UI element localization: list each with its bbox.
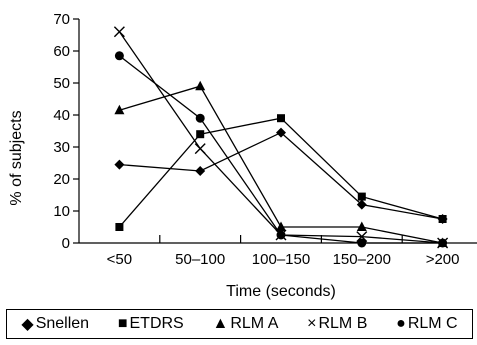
legend-item-etdrs: ■ ETDRS xyxy=(118,315,184,333)
axes: 0 10 20 30 40 50 60 70 <50 50–100 100–150 150–200 >2… xyxy=(53,11,477,268)
x-tick-label: 100–150 xyxy=(252,251,310,268)
data-point-rlm-c-4 xyxy=(438,238,448,248)
legend-item-snellen: ◆ Snellen xyxy=(21,314,89,334)
data-point-etdrs-1 xyxy=(196,130,205,139)
legend: ◆ Snellen ■ ETDRS ▲ RLM A × RLM B ● RLM C xyxy=(6,309,473,339)
legend-item-rlm-b: × RLM B xyxy=(307,315,367,333)
data-point-etdrs-4 xyxy=(438,215,447,223)
data-point-rlm-c-2 xyxy=(276,230,286,240)
diamond-marker-icon: ◆ xyxy=(21,316,34,333)
x-axis-label: Time (seconds) xyxy=(226,283,336,300)
y-tick-label: 20 xyxy=(53,171,70,188)
legend-item-rlm-a: ▲ RLM A xyxy=(213,315,279,333)
data-point-rlm-b-0 xyxy=(113,26,125,38)
data-point-rlm-c-0 xyxy=(114,51,124,61)
series-line-rlm-a xyxy=(119,85,443,244)
data-point-rlm-a-3 xyxy=(356,221,367,231)
series-markers xyxy=(113,26,449,249)
square-marker-icon: ■ xyxy=(117,315,128,332)
legend-label: ETDRS xyxy=(129,315,184,332)
legend-label: RLM C xyxy=(407,315,458,332)
data-point-rlm-b-1 xyxy=(194,143,206,155)
y-tick-label: 60 xyxy=(53,43,70,60)
data-point-rlm-a-0 xyxy=(114,104,125,115)
x-tick-label: <50 xyxy=(107,251,132,268)
x-marker-icon: × xyxy=(307,315,317,332)
y-tick-label: 50 xyxy=(53,75,70,92)
data-point-snellen-3 xyxy=(356,199,367,210)
data-point-rlm-a-1 xyxy=(195,80,206,91)
triangle-marker-icon: ▲ xyxy=(212,315,229,332)
data-point-rlm-b-3 xyxy=(356,231,368,243)
y-tick-label: 40 xyxy=(53,107,70,124)
legend-label: RLM B xyxy=(318,315,368,332)
data-point-etdrs-0 xyxy=(115,223,124,231)
line-chart: 0 10 20 30 40 50 60 70 <50 50–100 100–150 150–200 >2… xyxy=(8,11,477,300)
y-tick-label: 0 xyxy=(62,235,70,252)
y-tick-label: 70 xyxy=(53,11,70,28)
legend-item-rlm-c: ● RLM C xyxy=(396,315,457,333)
data-point-rlm-c-1 xyxy=(195,113,205,123)
series-line-rlm-c xyxy=(119,55,443,244)
data-point-snellen-0 xyxy=(114,159,125,170)
y-tick-label: 10 xyxy=(53,203,70,220)
legend-label: Snellen xyxy=(35,315,90,332)
data-point-rlm-a-2 xyxy=(276,221,286,231)
x-tick-label: >200 xyxy=(426,251,460,268)
legend-label: RLM A xyxy=(230,315,279,332)
circle-marker-icon: ● xyxy=(396,315,406,332)
y-tick-label: 30 xyxy=(53,139,70,156)
x-tick-label: 150–200 xyxy=(333,251,391,268)
data-point-snellen-1 xyxy=(195,166,206,176)
data-point-snellen-2 xyxy=(276,127,286,138)
x-tick-label: 50–100 xyxy=(175,251,225,268)
data-point-etdrs-3 xyxy=(357,192,366,201)
data-point-etdrs-2 xyxy=(277,114,285,123)
data-point-rlm-c-3 xyxy=(357,238,367,248)
y-axis-label: % of subjects xyxy=(8,110,25,205)
